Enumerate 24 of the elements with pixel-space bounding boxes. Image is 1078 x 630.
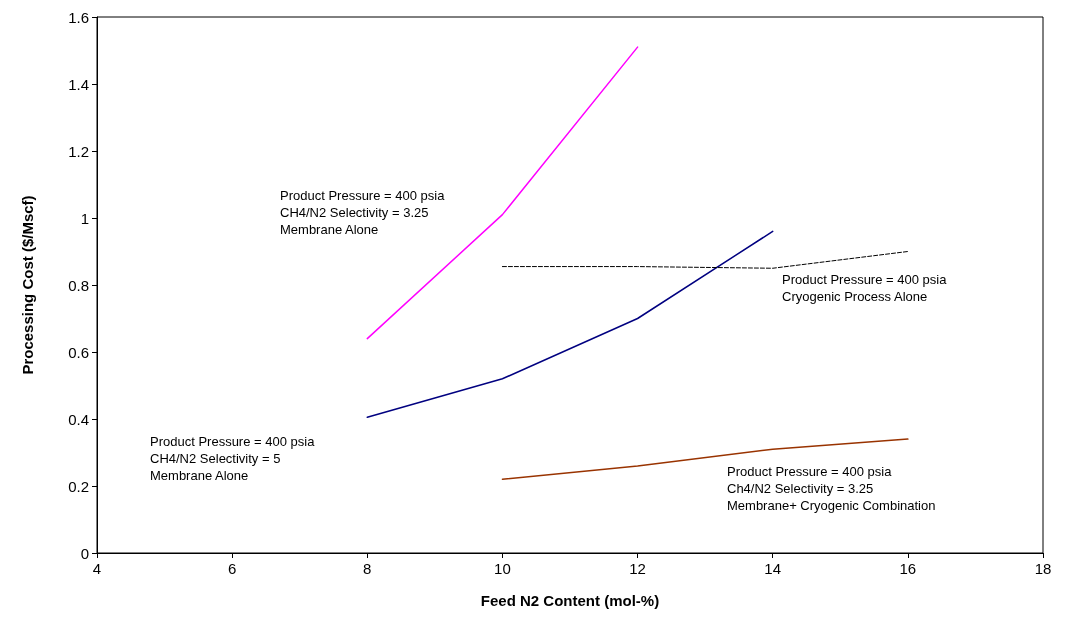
y-tick-label: 0.2 [68,477,89,495]
y-tick-label: 0.8 [68,276,89,294]
x-axis-title: Feed N2 Content (mol-%) [480,592,660,609]
annotation: Product Pressure = 400 psia CH4/N2 Selectivity = 3.25 Membrane Alone [280,188,446,237]
x-tick-label: 16 [899,560,917,577]
y-axis-title: Processing Cost ($/Mscf) [19,195,36,375]
y-tick-label: 0.6 [68,343,89,361]
y-tick-label: 1.4 [68,75,89,93]
y-tick-label: 1.2 [68,142,89,160]
x-tick-label: 18 [1034,560,1052,577]
x-tick-label: 10 [494,560,511,577]
annotation: Product Pressure = 400 psia Ch4/N2 Selectivity = 3.25 Membrane+ Cryogenic Combination [727,464,936,513]
annotation: Product Pressure = 400 psia Cryogenic Process Alone [782,272,948,304]
y-tick-label: 0.4 [68,410,89,428]
x-tick-label: 14 [764,560,782,577]
y-tick-label: 1 [80,209,89,227]
line-series [501,438,909,481]
x-tick-label: 4 [92,560,102,577]
x-tick-label: 8 [363,560,372,577]
y-tick-label: 0 [80,544,89,562]
x-tick-label: 12 [629,560,646,577]
y-tick-label: 1.6 [68,8,89,26]
annotation: Product Pressure = 400 psia CH4/N2 Selectivity = 5 Membrane Alone [150,434,316,483]
x-tick-label: 6 [227,560,237,577]
